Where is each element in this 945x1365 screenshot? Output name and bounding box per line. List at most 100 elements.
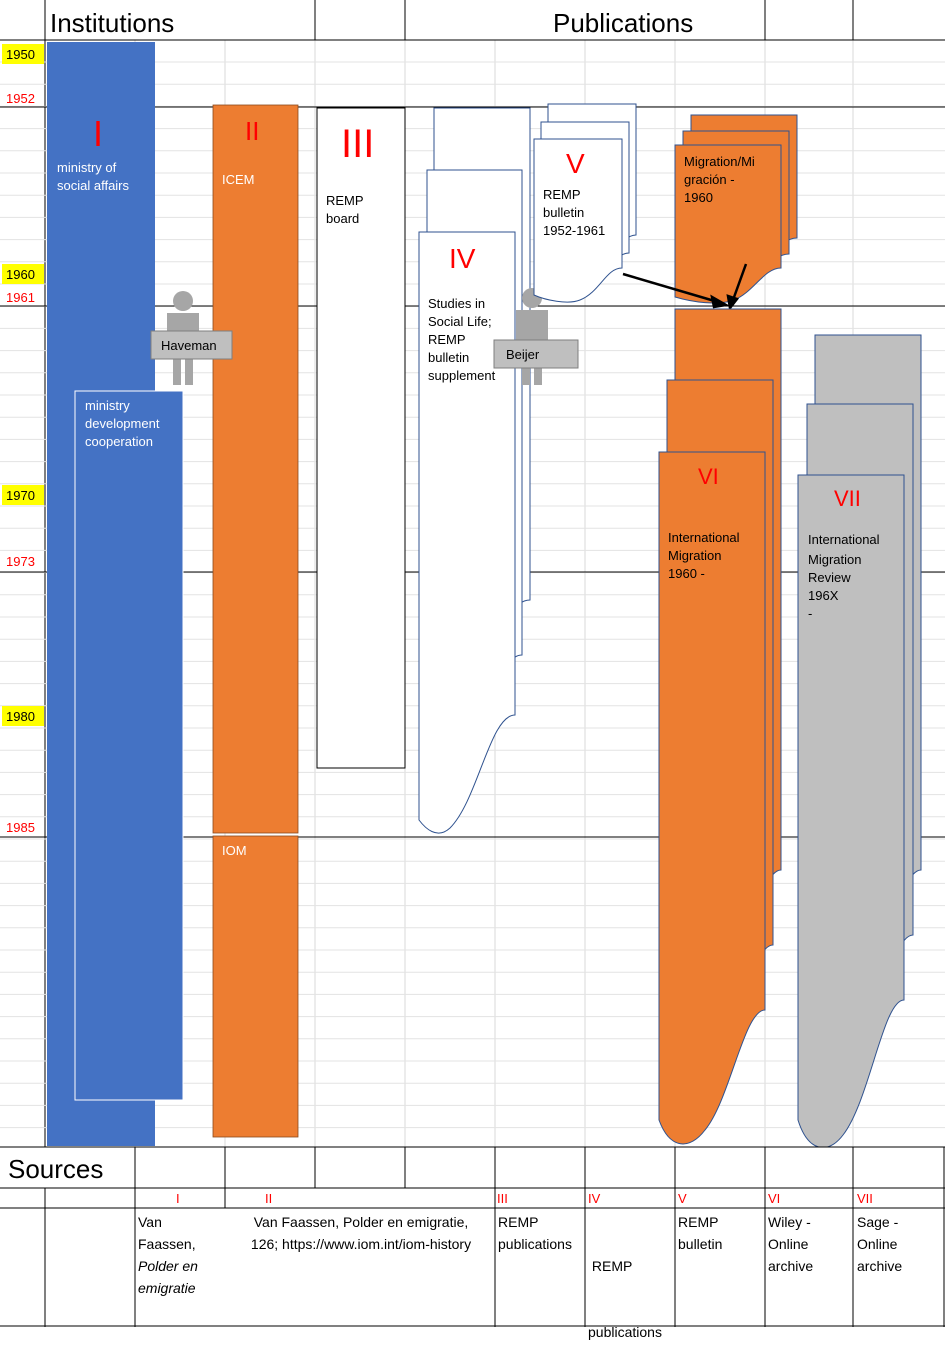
numeral-vii: VII <box>834 486 861 511</box>
source-iv-line-2: publications <box>588 1324 662 1340</box>
beijer-label-box <box>493 339 579 369</box>
numeral-iv: IV <box>449 243 476 274</box>
publications-header: Publications <box>553 8 693 38</box>
source-i-line-4: emigratie <box>138 1280 196 1296</box>
source-vii-line-1: Sage - <box>857 1214 899 1230</box>
ministry-development-bar: ministry development cooperation <box>74 390 184 1101</box>
numeral-ii: II <box>245 116 259 146</box>
beijer-label: Beijer <box>506 347 540 362</box>
icem-bar: II ICEM <box>212 104 299 834</box>
pub-v-line-2: bulletin <box>543 205 584 220</box>
year-1970: 1970 <box>6 488 35 503</box>
year-1985: 1985 <box>6 820 35 835</box>
source-v-line-2: bulletin <box>678 1236 723 1252</box>
arrowhead-from-v <box>710 294 730 309</box>
pub-vii-line-3: Review <box>808 570 851 585</box>
merge-arrows <box>622 263 748 312</box>
pub-iv-line-4: bulletin <box>428 350 469 365</box>
numeral-i: I <box>93 113 103 154</box>
source-numeral-ii: II <box>265 1191 272 1206</box>
publication-v-stack: V REMP bulletin 1952-1961 <box>533 103 637 303</box>
haveman-label: Haveman <box>161 338 217 353</box>
source-note-iii: REMP publications <box>498 1211 572 1255</box>
source-numeral-vii: VII <box>857 1191 873 1206</box>
source-note-vi: Wiley - Online archive <box>768 1211 813 1277</box>
year-1980: 1980 <box>6 709 35 724</box>
source-note-iv: REMP publications <box>588 1211 662 1365</box>
source-v-line-1: REMP <box>678 1214 719 1230</box>
source-numeral-iv: IV <box>588 1191 601 1206</box>
ministry-dev-label-2: development <box>85 416 160 431</box>
numeral-v: V <box>566 148 585 179</box>
source-iii-line-2: publications <box>498 1236 572 1252</box>
pub-migracion-line-2: gración - <box>684 172 735 187</box>
pub-vii-line-1: International <box>808 532 880 547</box>
timeline-diagram: Institutions Publications 1950 1952 1960… <box>0 0 945 1327</box>
header-row: Institutions Publications <box>0 0 945 41</box>
source-i-line-1: Van <box>138 1214 162 1230</box>
source-note-ii: Van Faassen, Polder en emigratie, 126; h… <box>227 1211 495 1255</box>
year-1961: 1961 <box>6 290 35 305</box>
haveman-label-box <box>150 330 233 360</box>
pub-vii-line-2: Migration <box>808 552 861 567</box>
pub-vi-line-1: International <box>668 530 740 545</box>
ministry-social-label-2: social affairs <box>57 178 130 193</box>
publication-vi-stack: VI International Migration 1960 - <box>658 308 782 1145</box>
source-numeral-iii: III <box>497 1191 508 1206</box>
remp-board-label-2: board <box>326 211 359 226</box>
source-i-line-2: Faassen, <box>138 1236 196 1252</box>
ministry-dev-label-3: cooperation <box>85 434 153 449</box>
pub-vii-line-4: 196X <box>808 588 839 603</box>
source-vi-line-3: archive <box>768 1258 814 1274</box>
source-ii-line-2: 126; https://www.iom.int/iom-history <box>250 1236 472 1252</box>
ministry-dev-label-1: ministry <box>85 398 130 413</box>
pub-vii-line-5: - <box>808 606 812 621</box>
institutions-header: Institutions <box>50 8 174 38</box>
remp-board-box: III REMP board <box>316 107 406 769</box>
year-1950: 1950 <box>6 47 35 62</box>
pub-iv-line-1: Studies in <box>428 296 485 311</box>
pub-iv-line-5: supplement <box>428 368 496 383</box>
year-1973: 1973 <box>6 554 35 569</box>
source-numeral-vi: VI <box>768 1191 780 1206</box>
pub-migracion-line-3: 1960 <box>684 190 713 205</box>
numeral-iii: III <box>341 122 374 166</box>
pub-migracion-line-1: Migration/Mi <box>684 154 755 169</box>
pub-v-line-1: REMP <box>543 187 581 202</box>
pub-iv-line-2: Social Life; <box>428 314 492 329</box>
arrow-from-v <box>622 272 719 304</box>
source-vii-line-2: Online <box>857 1236 898 1252</box>
numeral-vi: VI <box>698 464 719 489</box>
sources-title: Sources <box>8 1154 103 1184</box>
source-iv-line-1: REMP <box>588 1258 633 1274</box>
publication-migracion-stack: Migration/Mi gración - 1960 <box>674 114 798 304</box>
source-ii-line-1: Van Faassen, Polder en emigratie, <box>253 1214 469 1230</box>
source-note-i: Van Faassen, Polder en emigratie <box>138 1211 198 1299</box>
source-vi-line-2: Online <box>768 1236 809 1252</box>
iom-bar: IOM <box>212 835 299 1138</box>
iom-label: IOM <box>222 843 247 858</box>
arrowhead-from-migracion <box>726 294 740 312</box>
ministry-social-label-1: ministry of <box>57 160 117 175</box>
source-numeral-v: V <box>678 1191 687 1206</box>
pub-v-line-3: 1952-1961 <box>543 223 605 238</box>
source-numeral-i: I <box>176 1191 180 1206</box>
pub-vi-line-3: 1960 - <box>668 566 705 581</box>
pub-vi-line-2: Migration <box>668 548 721 563</box>
source-vi-line-1: Wiley - <box>768 1214 811 1230</box>
icem-label: ICEM <box>222 172 255 187</box>
source-iii-line-1: REMP <box>498 1214 539 1230</box>
arrow-from-migracion <box>731 263 748 301</box>
source-note-v: REMP bulletin <box>678 1211 722 1255</box>
sources-section: Sources I II III IV V VI VII <box>0 1146 945 1327</box>
remp-board-label-1: REMP <box>326 193 364 208</box>
source-note-vii: Sage - Online archive <box>857 1211 902 1277</box>
year-labels: 1950 1952 1960 1961 1970 1973 1980 1985 <box>2 44 44 835</box>
publication-iv-stack: IV Studies in Social Life; REMP bulletin… <box>418 107 531 834</box>
year-1952: 1952 <box>6 91 35 106</box>
source-vii-line-3: archive <box>857 1258 903 1274</box>
publication-vii-stack: VII International Migration Review 196X … <box>797 334 922 1149</box>
pub-iv-line-3: REMP <box>428 332 466 347</box>
year-1960: 1960 <box>6 267 35 282</box>
source-i-line-3: Polder en <box>138 1258 198 1274</box>
